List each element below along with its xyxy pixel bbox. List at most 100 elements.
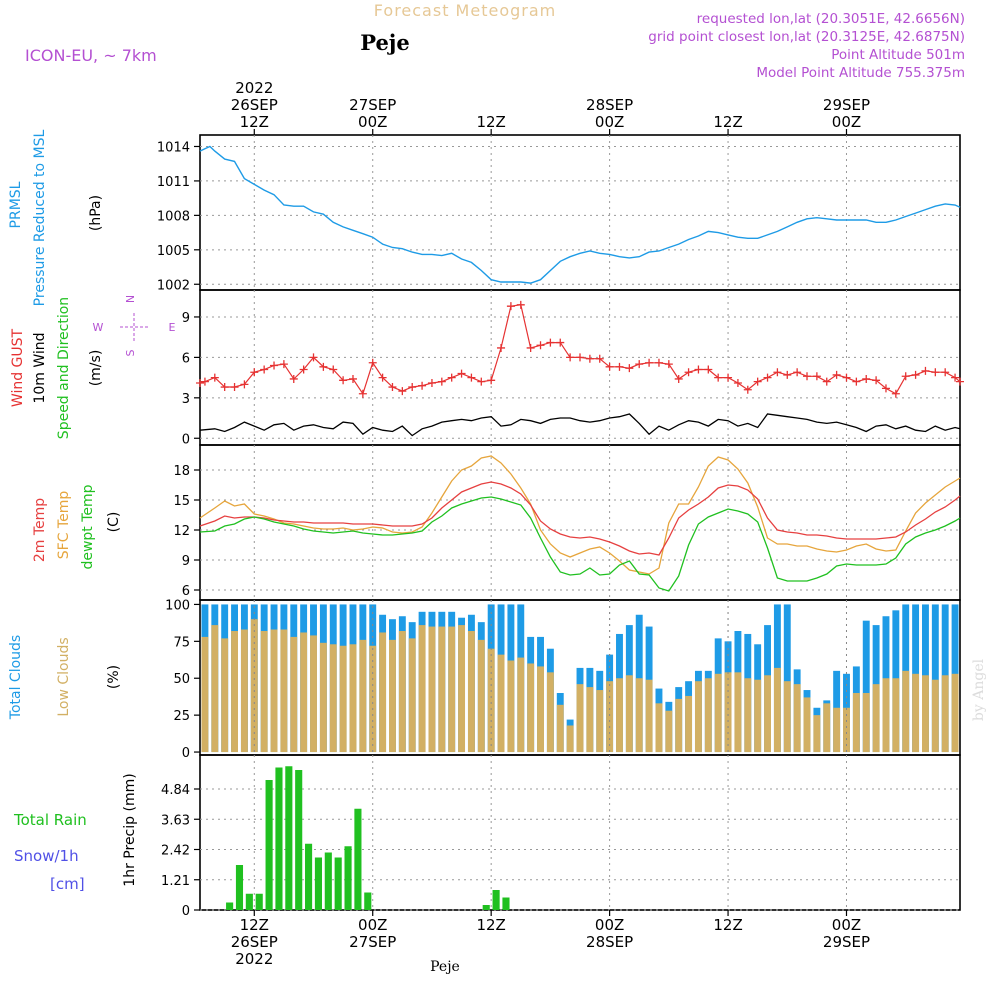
top-time-label: 2022 [235, 79, 273, 97]
low-clouds-bar [576, 684, 584, 753]
low-clouds-label: Low Clouds [56, 637, 72, 716]
wind-ytick-label: 9 [182, 311, 190, 326]
low-clouds-bar [665, 710, 673, 753]
top-time-label: 26SEP [231, 96, 278, 114]
wind-frame [199, 289, 961, 446]
bottom-time-label: 12Z [476, 916, 505, 934]
wind-gust-marker [516, 300, 525, 309]
low-clouds-bar [428, 626, 436, 753]
low-clouds-bar [221, 638, 229, 753]
pressure-series-line [199, 145, 961, 284]
wind-gust-marker [329, 365, 338, 374]
precip-ytick-label: 0 [182, 904, 190, 919]
dewpoint-line [199, 496, 961, 592]
temp-ytick-label: 9 [182, 554, 190, 569]
bottom-time-label: 27SEP [349, 933, 396, 951]
low-clouds-bar [240, 629, 248, 753]
clouds-ytick-label: 25 [173, 709, 190, 724]
wind-gust-marker [210, 373, 219, 382]
low-clouds-bar [487, 648, 495, 753]
low-clouds-bar [872, 684, 880, 753]
low-clouds-bar [793, 684, 801, 753]
low-clouds-bar [517, 657, 525, 753]
total-clouds-bar [862, 620, 870, 753]
wind-gust-marker [951, 373, 960, 382]
low-clouds-bar [507, 660, 515, 753]
wind-gust-marker [398, 387, 407, 396]
temp-ytick-label: 12 [173, 524, 190, 539]
low-clouds-bar [754, 679, 762, 753]
wind-gust-marker [279, 360, 288, 369]
footer-place: Peje [430, 959, 460, 975]
top-time-label: 28SEP [586, 96, 633, 114]
low-clouds-bar [260, 631, 268, 753]
low-clouds-bar [280, 629, 288, 753]
rain-bar [334, 857, 342, 910]
rain-bar [265, 780, 273, 910]
compass-w-label: W [93, 321, 104, 334]
wind-gust-marker [956, 377, 964, 386]
wind-gust-marker [319, 362, 328, 371]
sfc-temp-line [199, 455, 961, 575]
bottom-time-label: 00Z [358, 916, 387, 934]
low-clouds-bar [408, 638, 416, 753]
wind-panel: 0 3 6 9 Wind GUST 10m Wind Speed and Direction… [10, 289, 964, 447]
top-time-label: 27SEP [349, 96, 396, 114]
wind-gust-marker [595, 354, 604, 363]
precip-ytick-label: 4.84 [161, 783, 190, 798]
wind-gust-marker [467, 373, 476, 382]
wind-gust-marker [862, 374, 871, 383]
low-clouds-bar [270, 629, 278, 753]
low-clouds-bar [201, 636, 209, 753]
low-clouds-bar [645, 679, 653, 753]
low-clouds-bar [418, 625, 426, 753]
wind-gust-marker [941, 368, 950, 377]
low-clouds-bar [556, 704, 564, 753]
rain-bar [344, 846, 352, 910]
wind-gust-marker [803, 372, 812, 381]
rain-bar [226, 902, 234, 910]
bottom-time-label: 26SEP [231, 933, 278, 951]
wind-gust-marker [763, 373, 772, 382]
pressure-panel: 1002 1005 1008 1011 1014 PRMSL Pressure Reduce… [8, 129, 961, 306]
low-clouds-bar [764, 675, 771, 753]
top-time-label: 00Z [595, 113, 624, 131]
wind-gust-marker [309, 353, 318, 362]
pressure-ytick-label: 1002 [157, 278, 190, 293]
chart-title: Forecast Meteogram [374, 1, 556, 20]
wind-direction-label: Speed and Direction [56, 297, 72, 439]
low-clouds-bar [438, 626, 446, 753]
low-clouds-bar [339, 645, 347, 753]
low-clouds-bar [566, 725, 574, 753]
low-clouds-bar [310, 635, 317, 753]
pressure-ytick-label: 1008 [157, 209, 190, 224]
wind-gust-marker [477, 377, 486, 386]
wind-gust-marker [230, 383, 239, 392]
precip-ytick-label: 2.42 [161, 844, 190, 859]
wind-gust-marker [408, 383, 417, 392]
t2m-label: 2m Temp [32, 498, 48, 562]
wind-10m-label: 10m Wind [32, 332, 48, 403]
model-label: ICON-EU, ~ 7km [25, 46, 157, 65]
pressure-label-long: Pressure Reduced to MSL [32, 129, 48, 306]
low-clouds-bar [744, 678, 752, 753]
wind-gust-marker [576, 353, 584, 362]
low-clouds-bar [635, 678, 643, 753]
low-clouds-bar [300, 632, 308, 753]
wind-gust-marker [664, 360, 673, 369]
low-clouds-bar [329, 644, 337, 753]
dewpoint-label: dewpt Temp [80, 484, 96, 569]
pressure-ytick-label: 1014 [157, 140, 190, 155]
low-clouds-bar [704, 678, 712, 753]
low-clouds-bar [537, 666, 544, 753]
wind-gust-marker [526, 343, 535, 352]
wind-gust-marker [654, 358, 663, 367]
low-clouds-bar [467, 631, 475, 753]
low-clouds-bar [951, 673, 959, 753]
wind-gust-marker [196, 379, 204, 387]
wind-gust-marker [378, 373, 387, 382]
low-clouds-bar [231, 631, 238, 753]
wind-gust-marker [457, 369, 466, 378]
wind-gust-marker [348, 374, 357, 383]
